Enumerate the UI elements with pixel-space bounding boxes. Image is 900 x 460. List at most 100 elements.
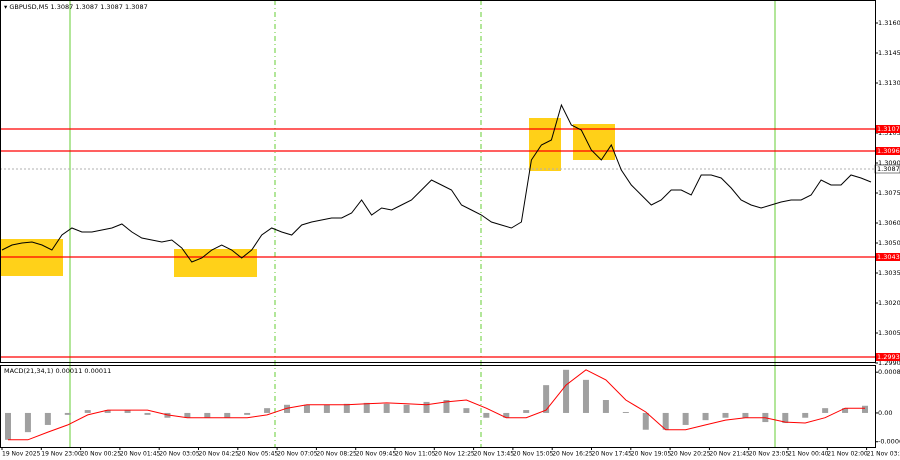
macd-bar — [323, 404, 330, 413]
macd-reading: 0.00011 — [55, 367, 82, 375]
y-tick-label: 1.3060 — [878, 219, 900, 227]
macd-bar — [224, 412, 231, 418]
x-tick-label: 20 Nov 01:45 — [120, 451, 161, 458]
macd-bar — [602, 400, 609, 413]
x-tick-label: 19 Nov 23:00 — [41, 451, 82, 458]
macd-bar — [543, 385, 550, 413]
y-tick-label: 1.3130 — [878, 79, 900, 87]
macd-bar — [64, 412, 71, 415]
price-line — [1, 103, 872, 263]
x-tick-label: 20 Nov 13:45 — [474, 451, 515, 458]
level-label-box — [875, 125, 900, 133]
y-tick-label: 1.2990 — [878, 359, 900, 367]
y-tick-label: -0.0006 — [878, 438, 900, 446]
level-label: 1.3043 — [877, 253, 900, 261]
macd-title: MACD(21,34,1) — [4, 367, 53, 375]
macd-bar — [822, 408, 829, 413]
macd-bar — [842, 408, 849, 413]
macd-bar — [503, 412, 510, 418]
macd-bar — [702, 412, 709, 421]
x-tick-label: 20 Nov 04:25 — [199, 451, 240, 458]
x-tick-label: 20 Nov 17:45 — [592, 451, 633, 458]
ohlc: 1.3087 — [51, 3, 74, 11]
last-price-label: 1.3087 — [877, 165, 900, 173]
y-tick-label: 1.3145 — [878, 49, 900, 57]
x-tick-label: 20 Nov 12:25 — [434, 451, 475, 458]
level-label-box — [875, 353, 900, 361]
macd-bar — [303, 404, 310, 413]
y-tick-label: 1.3050 — [878, 239, 900, 247]
x-tick-label: 21 Nov 03:20 — [867, 451, 900, 458]
x-tick-label: 20 Nov 21:45 — [709, 451, 750, 458]
x-tick-label: 20 Nov 03:05 — [159, 451, 200, 458]
macd-bar — [44, 412, 51, 425]
macd-bar — [582, 379, 589, 413]
macd-bar — [244, 412, 251, 415]
macd-bar — [642, 412, 649, 430]
macd-reading: 0.00011 — [84, 367, 111, 375]
y-tick-label: 1.3090 — [878, 159, 900, 167]
signal-box — [174, 249, 257, 277]
y-tick-label: 1.3005 — [878, 329, 900, 337]
macd-bar — [682, 412, 689, 425]
macd-bar — [104, 410, 111, 413]
session-lines — [69, 0, 776, 447]
x-tick-label: 20 Nov 05:45 — [238, 451, 279, 458]
y-tick-label: 1.3075 — [878, 189, 900, 197]
macd-bar — [124, 410, 131, 413]
macd-bar — [84, 410, 91, 413]
x-tick-label: 20 Nov 19:05 — [631, 451, 672, 458]
macd-frame — [0, 365, 876, 448]
y-tick-label: 0.00 — [878, 409, 892, 417]
macd-bar — [483, 412, 490, 418]
signal-box — [573, 124, 615, 160]
x-tick-label: 20 Nov 00:25 — [81, 451, 122, 458]
x-tick-label: 20 Nov 07:05 — [277, 451, 318, 458]
y-tick-label: 1.3035 — [878, 269, 900, 277]
macd-bar — [363, 402, 370, 413]
macd-bar — [563, 369, 570, 413]
macd-bar — [403, 404, 410, 413]
level-label-box — [875, 253, 900, 261]
macd-bar — [862, 405, 868, 413]
ohlc: 1.3087 — [100, 3, 123, 11]
x-tick-label: 20 Nov 23:05 — [749, 451, 790, 458]
y-tick-label: 0.00085 — [878, 368, 900, 376]
symbol: GBPUSD,M5 — [9, 3, 48, 11]
macd-bar — [742, 412, 749, 418]
macd-bar — [204, 412, 211, 418]
macd-bar — [523, 410, 530, 413]
x-tick-label: 20 Nov 09:45 — [356, 451, 397, 458]
macd-bar — [144, 412, 151, 415]
x-tick-label: 20 Nov 15:05 — [513, 451, 554, 458]
level-label: 1.2993 — [877, 353, 900, 361]
x-tick-label: 20 Nov 11:05 — [395, 451, 436, 458]
price-frame — [0, 0, 876, 363]
x-tick-label: 20 Nov 20:25 — [670, 451, 711, 458]
signal-line — [8, 369, 865, 441]
x-tick-label: 20 Nov 16:25 — [552, 451, 593, 458]
macd-bar — [802, 412, 809, 418]
macd-bar — [343, 403, 350, 413]
header-arrow: ▾ — [4, 3, 9, 11]
level-label: 1.3107 — [877, 125, 900, 133]
macd-bar — [722, 412, 729, 418]
signal-box — [529, 118, 561, 171]
macd-bar — [443, 400, 450, 413]
price-header: ▾ GBPUSD,M5 1.3087 1.3087 1.3087 1.3087 — [4, 3, 148, 11]
macd-bar — [264, 408, 271, 413]
signal-areas — [0, 118, 615, 277]
ohlc: 1.3087 — [75, 3, 98, 11]
macd-bar — [284, 404, 291, 413]
plot-layer: 1.31601.31451.31301.31051.30901.30751.30… — [0, 19, 900, 458]
macd-bar — [423, 401, 430, 413]
macd-bar — [622, 411, 629, 413]
macd-bar — [184, 412, 191, 418]
level-label: 1.3096 — [877, 147, 900, 155]
macd-header: MACD(21,34,1) 0.00011 0.00011 — [4, 367, 111, 375]
macd-bar — [24, 412, 31, 433]
x-tick-label: 21 Nov 00:40 — [788, 451, 829, 458]
y-tick-label: 1.3020 — [878, 299, 900, 307]
